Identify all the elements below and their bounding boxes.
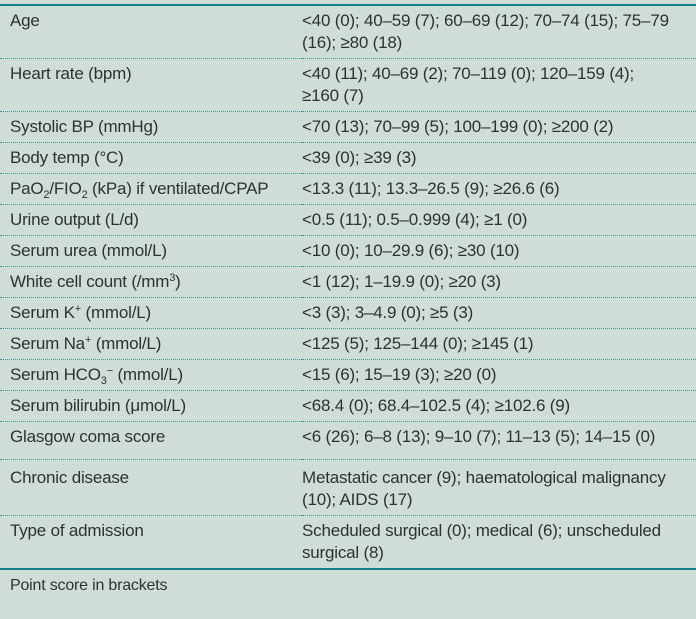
score-table: Age <40 (0); 40–59 (7); 60–69 (12); 70–74…	[0, 6, 696, 568]
parameter-label-segment: Systolic BP (mmHg)	[10, 117, 159, 136]
parameter-label-segment: Age	[10, 11, 40, 30]
parameter-label: Age	[0, 6, 302, 59]
parameter-label-sub-segment: 2	[81, 189, 88, 201]
parameter-label-segment: Chronic disease	[10, 468, 129, 487]
parameter-label-segment: (mmol/L)	[112, 365, 183, 384]
score-values: <3 (3); 3–4.9 (0); ≥5 (3)	[302, 297, 696, 329]
parameter-label: Heart rate (bpm)	[0, 58, 302, 112]
parameter-label-sup-segment: +	[74, 303, 81, 315]
score-values: <6 (26); 6–8 (13); 9–10 (7); 11–13 (5); …	[302, 421, 696, 460]
parameter-label: Body temp (°C)	[0, 142, 302, 174]
parameter-label-segment: Serum Na	[10, 334, 85, 353]
parameter-label-segment: White cell count (/mm	[10, 272, 170, 291]
top-rule	[0, 4, 696, 6]
parameter-label-segment: Type of admission	[10, 521, 144, 540]
score-values: <70 (13); 70–99 (5); 100–199 (0); ≥200 (…	[302, 111, 696, 143]
parameter-label: Chronic disease	[0, 459, 302, 516]
parameter-label-segment: Serum K	[10, 303, 75, 322]
parameter-label: Glasgow coma score	[0, 421, 302, 460]
table-row-serum-bilirubin: Serum bilirubin (μmol/L) <68.4 (0); 68.4–…	[0, 390, 696, 422]
parameter-label-sup-segment: −	[106, 365, 113, 377]
table-row-heart-rate: Heart rate (bpm) <40 (11); 40–69 (2); 70–…	[0, 58, 696, 112]
table-row-serum-hco3: Serum HCO3− (mmol/L) <15 (6); 15–19 (3); …	[0, 359, 696, 391]
score-values: <0.5 (11); 0.5–0.999 (4); ≥1 (0)	[302, 204, 696, 236]
score-values: <40 (11); 40–69 (2); 70–119 (0); 120–159…	[302, 58, 696, 112]
table-row-urine-output: Urine output (L/d) <0.5 (11); 0.5–0.999 (…	[0, 204, 696, 236]
score-values: <125 (5); 125–144 (0); ≥145 (1)	[302, 328, 696, 360]
parameter-label: White cell count (/mm3)	[0, 266, 302, 298]
score-values: <10 (0); 10–29.9 (6); ≥30 (10)	[302, 235, 696, 267]
parameter-label-segment: )	[175, 272, 181, 291]
table-row-serum-urea: Serum urea (mmol/L) <10 (0); 10–29.9 (6);…	[0, 235, 696, 267]
parameter-label: Serum Na+ (mmol/L)	[0, 328, 302, 360]
table-row-pao2-fio2: PaO2/FIO2 (kPa) if ventilated/CPAP <13.3 …	[0, 173, 696, 205]
parameter-label-segment: Serum urea (mmol/L)	[10, 241, 167, 260]
parameter-label-sub-segment: 3	[100, 375, 107, 387]
parameter-label: Urine output (L/d)	[0, 204, 302, 236]
score-table-body: Age <40 (0); 40–59 (7); 60–69 (12); 70–74…	[0, 6, 696, 568]
table-row-serum-na: Serum Na+ (mmol/L) <125 (5); 125–144 (0);…	[0, 328, 696, 360]
table-row-serum-k: Serum K+ (mmol/L) <3 (3); 3–4.9 (0); ≥5 (…	[0, 297, 696, 329]
parameter-label-segment: /FIO	[49, 179, 82, 198]
score-values: Scheduled surgical (0); medical (6); uns…	[302, 521, 661, 562]
score-values: <1 (12); 1–19.9 (0); ≥20 (3)	[302, 266, 696, 298]
table-row-body-temp: Body temp (°C) <39 (0); ≥39 (3)	[0, 142, 696, 174]
parameter-label: Systolic BP (mmHg)	[0, 111, 302, 143]
parameter-label-sup-segment: +	[84, 334, 92, 346]
bottom-rule	[0, 568, 696, 570]
parameter-label: Type of admission	[0, 516, 302, 569]
parameter-label-segment: Body temp (°C)	[10, 148, 124, 167]
parameter-label: Serum HCO3− (mmol/L)	[0, 359, 302, 391]
table-row-glasgow-coma-score: Glasgow coma score <6 (26); 6–8 (13); 9–1…	[0, 421, 696, 460]
score-values: <39 (0); ≥39 (3)	[302, 142, 696, 174]
table-row-systolic-bp: Systolic BP (mmHg) <70 (13); 70–99 (5); 1…	[0, 111, 696, 143]
parameter-label-segment: Urine output (L/d)	[10, 210, 139, 229]
scoring-criteria-table: Age <40 (0); 40–59 (7); 60–69 (12); 70–74…	[0, 4, 696, 594]
parameter-label-segment: Serum bilirubin (μmol/L)	[10, 396, 186, 415]
parameter-label: Serum K+ (mmol/L)	[0, 297, 302, 329]
score-values: <40 (0); 40–59 (7); 60–69 (12); 70–74 (1…	[302, 6, 696, 59]
parameter-label-segment: Glasgow coma score	[10, 427, 166, 446]
parameter-label-segment: PaO	[10, 179, 44, 198]
parameter-label-sup-segment: 3	[169, 272, 176, 284]
table-footnote: Point score in brackets	[10, 577, 168, 594]
parameter-label: Serum bilirubin (μmol/L)	[0, 390, 302, 422]
score-values: <15 (6); 15–19 (3); ≥20 (0)	[302, 359, 696, 391]
parameter-label-segment: (mmol/L)	[91, 334, 162, 353]
score-values: <68.4 (0); 68.4–102.5 (4); ≥102.6 (9)	[302, 390, 696, 422]
table-row-white-cell-count: White cell count (/mm3) <1 (12); 1–19.9 (…	[0, 266, 696, 298]
score-values: <13.3 (11); 13.3–26.5 (9); ≥26.6 (6)	[302, 173, 696, 205]
parameter-label: PaO2/FIO2 (kPa) if ventilated/CPAP	[0, 173, 302, 205]
score-values: Metastatic cancer (9); haematological ma…	[302, 459, 696, 516]
parameter-label: Serum urea (mmol/L)	[0, 235, 302, 267]
parameter-label-sub-segment: 2	[43, 189, 50, 201]
parameter-label-segment: (mmol/L)	[80, 303, 151, 322]
parameter-label-segment: Heart rate (bpm)	[10, 64, 132, 83]
table-row-age: Age <40 (0); 40–59 (7); 60–69 (12); 70–74…	[0, 6, 696, 59]
table-row-type-of-admission: Type of admission Scheduled surgical (0);…	[0, 516, 696, 569]
parameter-label-segment: Serum HCO	[10, 365, 101, 384]
table-row-chronic-disease: Chronic disease Metastatic cancer (9); ha…	[0, 459, 696, 516]
parameter-label-segment: (kPa) if ventilated/CPAP	[87, 179, 269, 198]
